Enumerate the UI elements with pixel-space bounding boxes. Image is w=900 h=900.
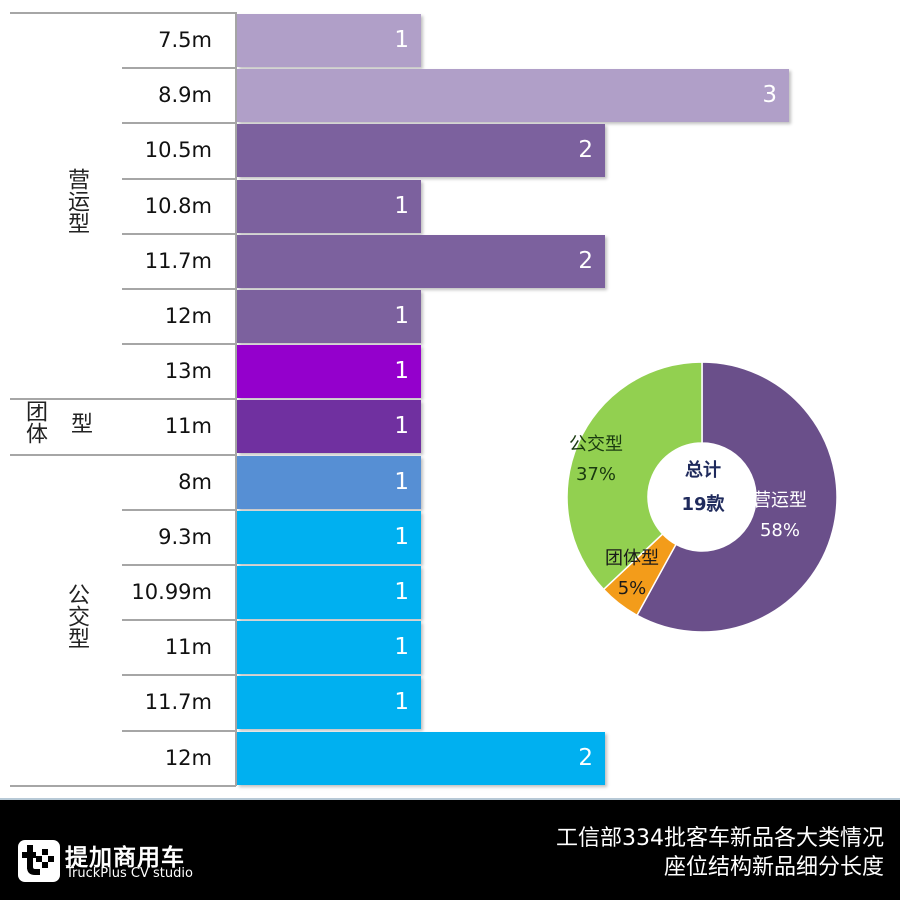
row-divider: [122, 508, 236, 511]
truckplus-logo-icon: [18, 840, 60, 882]
category-label: 11.7m: [144, 248, 212, 273]
bar: 1: [237, 179, 421, 233]
group-label-group-b: 型: [67, 412, 92, 434]
bar-value-label: 2: [578, 247, 593, 274]
bar: 1: [237, 566, 421, 619]
row-divider: [10, 398, 236, 401]
bar: 1: [237, 345, 421, 399]
chart-title-line1: 工信部334批客车新品各大类情况: [556, 826, 884, 851]
bar-value-label: 1: [394, 468, 409, 495]
category-label: 13m: [164, 359, 212, 384]
bar: 1: [237, 400, 421, 454]
bar-value-label: 1: [394, 523, 409, 550]
category-label: 11m: [164, 635, 212, 660]
bar-value-label: 1: [394, 358, 409, 385]
bar: 1: [237, 510, 421, 564]
donut-chart: 总计 19款 营运型 58% 团体型 5% 公交型 37%: [565, 358, 839, 636]
footer-banner: 提加商用车 TruckPlus CV studio 工信部334批客车新品各大类…: [0, 798, 900, 900]
row-divider: [122, 619, 236, 622]
bar: 1: [237, 14, 421, 67]
row-divider: [10, 784, 236, 787]
donut-slice: [566, 361, 703, 591]
bar-value-label: 3: [762, 82, 777, 109]
category-label: 10.99m: [131, 580, 212, 604]
donut-total-label: 总计: [685, 460, 721, 481]
bar-value-label: 1: [394, 303, 409, 329]
row-divider: [122, 177, 236, 180]
bar-value-label: 1: [394, 689, 409, 716]
bar-value-label: 1: [394, 413, 409, 440]
category-label: 7.5m: [158, 28, 212, 52]
bar-value-label: 2: [578, 137, 593, 164]
group-label-group-a: 团体: [22, 400, 47, 444]
bar-value-label: 1: [394, 579, 409, 605]
donut-center-label: 总计 19款: [653, 450, 753, 550]
bar-value-label: 1: [394, 192, 409, 219]
bar: 1: [237, 455, 421, 509]
brand-name-en: TruckPlus CV studio: [66, 866, 193, 881]
slice-label-operating: 营运型 58%: [753, 490, 807, 541]
row-divider: [122, 122, 236, 125]
group-label-transit: 公交型: [64, 583, 89, 649]
slice-label-group: 团体型 5%: [605, 548, 659, 599]
bar: 2: [237, 124, 605, 178]
category-label: 12m: [164, 304, 212, 328]
bar: 1: [237, 621, 421, 675]
category-label: 11.7m: [144, 690, 212, 715]
bar-value-label: 2: [578, 744, 593, 771]
bar-value-label: 1: [394, 27, 409, 53]
footer-divider: [0, 798, 900, 800]
donut-slice: [635, 361, 838, 633]
donut-svg: [566, 361, 838, 633]
bar: 1: [237, 290, 421, 343]
category-label: 10.8m: [144, 193, 212, 218]
category-label: 8.9m: [158, 83, 212, 108]
category-label: 8m: [178, 469, 212, 494]
donut-total-count: 19款: [681, 494, 725, 515]
row-divider: [122, 232, 236, 235]
bar: 2: [237, 234, 605, 288]
row-divider: [122, 729, 236, 732]
category-label: 11m: [164, 414, 212, 439]
row-divider: [122, 564, 236, 566]
bar: 1: [237, 676, 421, 730]
category-label: 9.3m: [158, 524, 212, 549]
bar-chart: 7.5m 1 8.9m 3 10.5m 2 10.8m 1 11.7m 2 12m 1 13m 1 11m 1…: [10, 12, 839, 787]
row-divider: [122, 674, 236, 677]
category-axis-line: [235, 12, 237, 786]
row-divider: [122, 288, 236, 290]
category-label: 12m: [164, 745, 212, 770]
bar-value-label: 1: [394, 634, 409, 661]
slice-label-transit: 公交型 37%: [569, 434, 623, 485]
chart-title-line2: 座位结构新品细分长度: [663, 855, 884, 880]
row-divider: [10, 453, 236, 456]
bar: 3: [237, 69, 789, 123]
category-label: 10.5m: [144, 138, 212, 163]
bar: 2: [237, 731, 605, 785]
row-divider: [10, 12, 236, 14]
row-divider: [122, 343, 236, 346]
group-label-operating: 营运型: [64, 168, 89, 234]
brand-name-cn: 提加商用车: [65, 845, 185, 871]
row-divider: [122, 67, 236, 70]
